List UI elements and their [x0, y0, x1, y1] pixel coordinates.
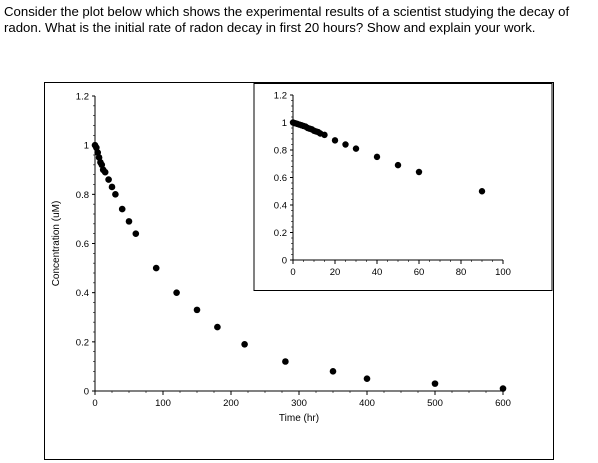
inset-data-point [331, 137, 339, 144]
inset-y-tick-label: 1.2 [274, 91, 287, 102]
main-data-point [214, 323, 221, 331]
main-data-point [173, 289, 180, 296]
inset-y-tick-label: 0.2 [274, 228, 287, 239]
main-data-point [125, 218, 133, 225]
inset-x-tick-label: 0 [290, 267, 295, 278]
inset-panel [253, 83, 553, 291]
main-x-tick-label: 600 [495, 398, 511, 409]
chart-figure: 0 0.2 0.4 0.6 0.8 1 1.2 0 100 200 300 400 500 600 Conc… [44, 82, 554, 460]
question-text: Consider the plot below which shows the … [4, 4, 570, 35]
inset-x-tick-label: 40 [372, 267, 383, 278]
main-data-point [112, 191, 119, 198]
main-data-point [329, 368, 337, 375]
main-data-point [152, 264, 160, 272]
inset-x-tick-label: 80 [456, 267, 467, 278]
inset-y-tick-label: 0.4 [274, 201, 287, 212]
main-y-tick-label: 0.6 [76, 239, 89, 250]
main-x-tick-label: 100 [155, 398, 171, 409]
inset-data-point [352, 145, 360, 152]
inset-data-point [478, 188, 486, 195]
inset-data-point [342, 141, 349, 148]
inset-y-tick-label: 0.8 [274, 146, 287, 157]
main-data-point [132, 230, 140, 237]
inset-x-tick-label: 100 [495, 267, 511, 278]
main-x-tick-label: 0 [92, 398, 97, 409]
main-y-tick-label: 0 [84, 387, 89, 398]
main-data-point [431, 380, 439, 387]
inset-data-point [415, 168, 423, 176]
main-y-tick-label: 1.2 [76, 92, 89, 103]
main-data-point [193, 306, 201, 314]
main-y-tick-label: 1 [84, 141, 89, 152]
main-x-tick-label: 300 [291, 398, 307, 409]
main-x-axis-title: Time (hr) [279, 413, 319, 424]
main-y-tick-label: 0.2 [76, 337, 89, 348]
main-data-point [118, 205, 126, 213]
main-y-tick-label: 0.8 [76, 190, 89, 201]
main-data-point [499, 385, 507, 392]
inset-y-tick-label: 0.6 [274, 173, 287, 184]
inset-y-tick-label: 1 [282, 118, 287, 129]
chart-svg: 00.20.40.60.811.20 100 200 300 400 500 600Conc… [51, 83, 553, 425]
main-x-tick-label: 200 [223, 398, 239, 409]
inset-x-tick-label: 60 [414, 267, 425, 278]
main-data-point [363, 375, 371, 383]
main-data-point [108, 183, 116, 191]
inset-scatter-chart: 0 0.2 0.4 0.6 0.8 1 1.2 0 20 40 60 80 100 [253, 83, 553, 291]
main-data-point [241, 340, 248, 348]
main-scatter-chart: 00.20.40.60.811.20 100 200 300 400 500 600Conc… [51, 92, 511, 425]
main-data-point [282, 358, 289, 365]
main-x-tick-label: 400 [359, 398, 375, 409]
inset-x-tick-label: 20 [330, 267, 341, 278]
main-y-axis-title: Concentration (uM) [51, 201, 62, 287]
inset-data-point [373, 153, 381, 161]
main-y-tick-label: 0.4 [76, 288, 89, 299]
inset-y-tick-label: 0 [282, 256, 287, 267]
inset-data-point [321, 131, 328, 139]
main-x-tick-label: 500 [427, 398, 443, 409]
main-data-point [105, 176, 112, 183]
inset-data-point [394, 161, 402, 169]
main-data-point [101, 168, 109, 176]
